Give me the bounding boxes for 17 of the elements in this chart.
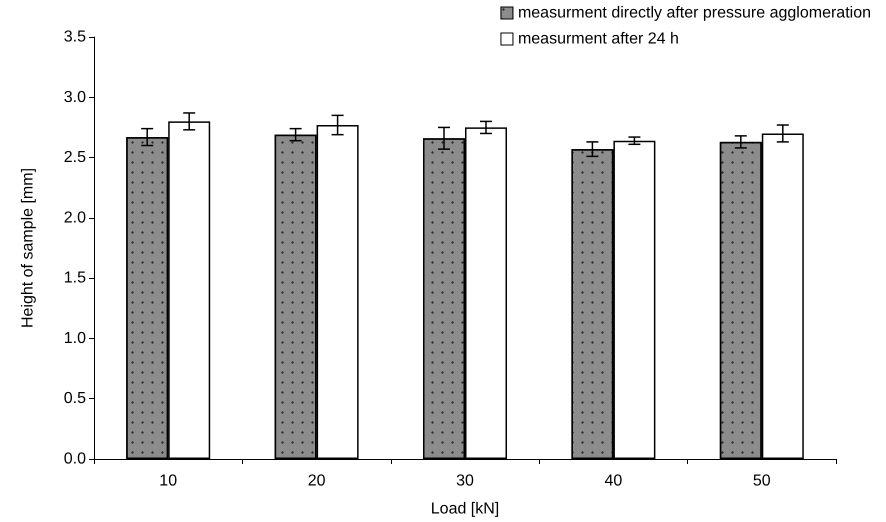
y-axis-title: Height of sample [mm]	[20, 168, 36, 328]
x-tick-label: 10	[159, 472, 178, 490]
legend-label: measurment directly after pressure agglomeration	[518, 4, 871, 22]
x-axis-title: Load [kN]	[430, 500, 500, 518]
y-tick-label: 2.0	[64, 209, 86, 226]
x-tick-label: 20	[308, 472, 326, 490]
y-tick-label: 0.0	[64, 450, 86, 468]
legend-label: measurment after 24 h	[518, 30, 679, 48]
y-tick-label: 1.0	[64, 330, 86, 347]
y-tick-label: 2.5	[64, 149, 86, 166]
y-tick-label: 3.0	[64, 88, 86, 106]
x-tick-label: 30	[456, 472, 474, 490]
y-tick-label: 0.5	[64, 390, 86, 408]
x-tick-label: 50	[752, 472, 771, 490]
y-tick-label: 3.5	[64, 28, 86, 46]
y-tick-label: 1.5	[64, 270, 86, 287]
x-tick-label: 40	[604, 472, 622, 490]
